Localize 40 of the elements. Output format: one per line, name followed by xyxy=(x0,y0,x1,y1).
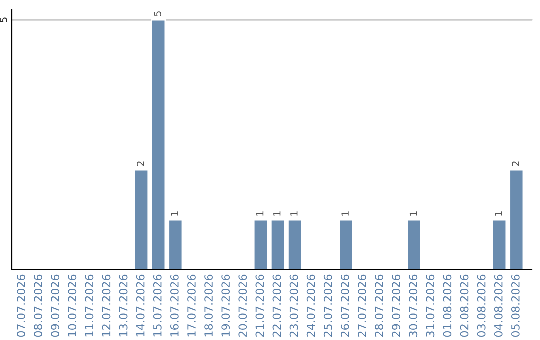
x-tick-label: 28.07.2026 xyxy=(375,274,384,337)
data-label: 1 xyxy=(495,212,502,216)
x-tick-label: 22.07.2026 xyxy=(272,274,282,337)
x-tick-label: 01.08.2026 xyxy=(443,274,452,338)
x-tick-label: 31.07.2026 xyxy=(426,274,435,337)
data-label: 1 xyxy=(274,212,281,216)
x-tick-label: 30.07.2026 xyxy=(409,274,418,337)
data-label: 1 xyxy=(256,212,264,216)
x-tick-label: 15.07.2026 xyxy=(153,274,162,337)
x-tick-label: 20.07.2026 xyxy=(238,274,248,337)
data-label: 1 xyxy=(171,212,178,216)
x-tick-label: 02.08.2026 xyxy=(460,274,469,338)
data-label: 1 xyxy=(410,212,418,216)
x-tick-label: 03.08.2026 xyxy=(477,274,486,338)
x-tick-label: 25.07.2026 xyxy=(324,274,332,337)
x-tick-label: 27.07.2026 xyxy=(358,274,366,337)
x-tick-label: 05.08.2026 xyxy=(511,274,520,338)
x-tick-label: 14.07.2026 xyxy=(136,274,145,337)
x-tick-label: 23.07.2026 xyxy=(290,274,298,337)
x-tick-label: 24.07.2026 xyxy=(306,274,316,337)
x-tick-label: 11.07.2026 xyxy=(85,274,94,337)
x-tick-label: 12.07.2026 xyxy=(102,274,111,337)
x-tick-label: 04.08.2026 xyxy=(494,274,503,338)
x-tick-label: 26.07.2026 xyxy=(340,274,350,337)
data-label: 2 xyxy=(137,162,144,166)
x-tick-label: 08.07.2026 xyxy=(34,274,43,338)
data-label: 1 xyxy=(290,212,298,216)
x-tick-label: 10.07.2026 xyxy=(68,274,77,337)
x-tick-label: 07.07.2026 xyxy=(17,274,26,338)
data-label: 2 xyxy=(512,162,520,166)
data-label: 5 xyxy=(154,12,162,16)
x-tick-label: 18.07.2026 xyxy=(204,274,213,337)
x-tick-label: 21.07.2026 xyxy=(256,274,264,337)
x-tick-label: 13.07.2026 xyxy=(119,274,128,337)
x-tick-label: 16.07.2026 xyxy=(170,274,179,337)
x-tick-label: 17.07.2026 xyxy=(188,274,196,337)
x-tick-label: 09.07.2026 xyxy=(51,274,60,338)
data-label: 1 xyxy=(342,212,349,216)
x-tick-label: 29.07.2026 xyxy=(392,274,401,337)
x-tick-label: 19.07.2026 xyxy=(222,274,230,337)
